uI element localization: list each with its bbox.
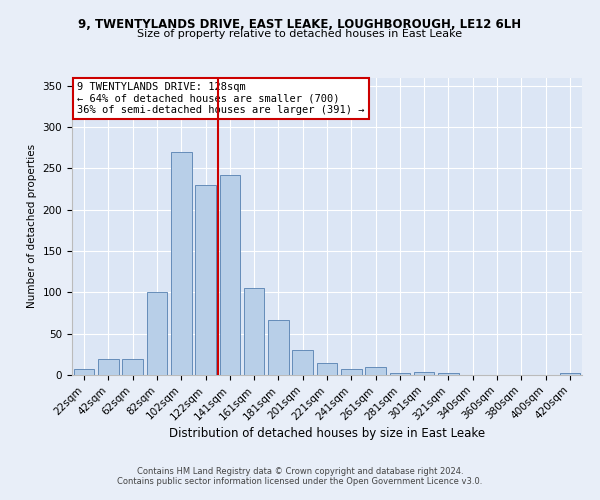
X-axis label: Distribution of detached houses by size in East Leake: Distribution of detached houses by size …: [169, 427, 485, 440]
Bar: [414, 372, 434, 375]
Bar: [244, 288, 265, 375]
Bar: [268, 320, 289, 375]
Text: Contains public sector information licensed under the Open Government Licence v3: Contains public sector information licen…: [118, 477, 482, 486]
Bar: [438, 374, 459, 375]
Bar: [365, 366, 386, 375]
Text: 9 TWENTYLANDS DRIVE: 128sqm
← 64% of detached houses are smaller (700)
36% of se: 9 TWENTYLANDS DRIVE: 128sqm ← 64% of det…: [77, 82, 365, 115]
Bar: [389, 372, 410, 375]
Text: Size of property relative to detached houses in East Leake: Size of property relative to detached ho…: [137, 29, 463, 39]
Text: 9, TWENTYLANDS DRIVE, EAST LEAKE, LOUGHBOROUGH, LE12 6LH: 9, TWENTYLANDS DRIVE, EAST LEAKE, LOUGHB…: [79, 18, 521, 30]
Y-axis label: Number of detached properties: Number of detached properties: [27, 144, 37, 308]
Bar: [220, 175, 240, 375]
Text: Contains HM Land Registry data © Crown copyright and database right 2024.: Contains HM Land Registry data © Crown c…: [137, 467, 463, 476]
Bar: [195, 185, 216, 375]
Bar: [292, 350, 313, 375]
Bar: [317, 362, 337, 375]
Bar: [146, 292, 167, 375]
Bar: [171, 152, 191, 375]
Bar: [560, 374, 580, 375]
Bar: [98, 360, 119, 375]
Bar: [74, 369, 94, 375]
Bar: [122, 360, 143, 375]
Bar: [341, 369, 362, 375]
